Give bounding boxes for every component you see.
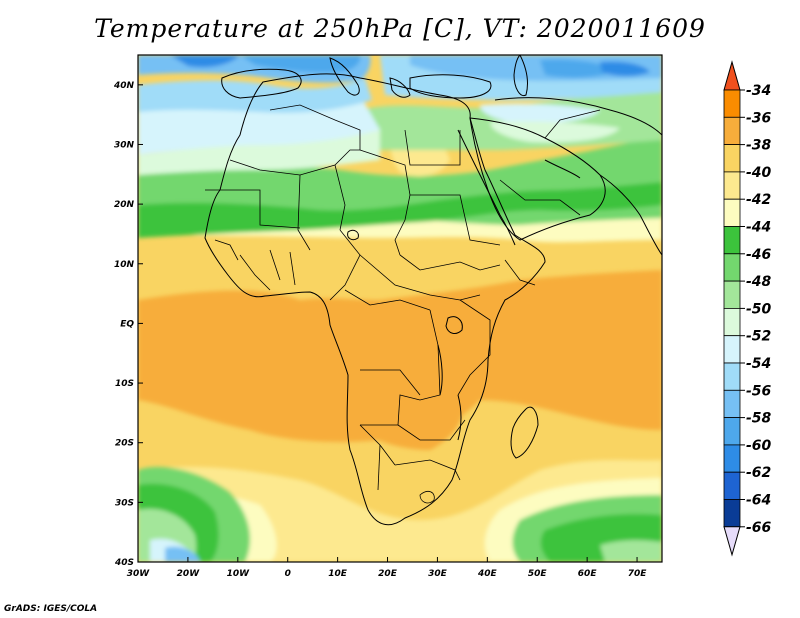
colorbar-swatch <box>723 171 741 200</box>
x-tick-label: 10W <box>227 569 251 579</box>
x-tick-label: 40E <box>477 569 498 579</box>
x-tick-label: 30E <box>428 569 448 579</box>
y-tick-label: 10N <box>114 260 135 270</box>
y-tick-label: EQ <box>120 319 134 329</box>
colorbar-label: -36 <box>746 110 772 126</box>
credit-label: GrADS: IGES/COLA <box>4 604 98 614</box>
x-tick-label: 70E <box>628 569 648 579</box>
colorbar-label: -54 <box>746 356 771 372</box>
colorbar-label: -52 <box>746 329 771 345</box>
colorbar-label: -48 <box>746 274 772 290</box>
colorbar-swatch <box>723 417 741 446</box>
y-tick-label: 30N <box>114 140 135 150</box>
colorbar-swatch <box>723 144 741 173</box>
x-tick-label: 10E <box>328 569 348 579</box>
x-tick-label: 30W <box>127 569 151 579</box>
colorbar-swatch <box>723 89 741 118</box>
colorbar-label: -66 <box>746 520 772 536</box>
colorbar-bottom-arrow <box>723 526 741 557</box>
colorbar-swatch <box>723 499 741 528</box>
y-tick-label: 30S <box>115 498 134 508</box>
colorbar-swatch <box>723 444 741 473</box>
colorbar-swatch <box>723 280 741 309</box>
x-tick-label: 50E <box>528 569 548 579</box>
coastlines <box>204 55 662 526</box>
colorbar-label: -62 <box>746 465 771 481</box>
country-borders <box>205 104 601 504</box>
colorbar-label: -60 <box>746 438 772 454</box>
colorbar-label: -50 <box>746 301 772 317</box>
colorbar-swatch <box>723 307 741 337</box>
colorbar-label: -42 <box>746 192 771 208</box>
colorbar-label: -44 <box>746 220 771 236</box>
colorbar-label: -38 <box>746 138 772 154</box>
colorbar-swatch <box>723 226 741 255</box>
y-tick-label: 40S <box>114 558 134 568</box>
colorbar-swatch <box>723 198 741 227</box>
colorbar-swatch <box>723 335 741 364</box>
colorbar-label: -64 <box>746 493 771 509</box>
colorbar-swatch <box>723 389 741 418</box>
y-tick-label: 10S <box>115 379 134 389</box>
colorbar-label: -34 <box>746 83 771 99</box>
colorbar-swatch <box>723 471 741 500</box>
x-tick-label: 0 <box>285 569 291 579</box>
axis-ticks: 30W 20W 10W 0 10E 20E 30E 40E 50E 60E 70E 40N 30N 20N… <box>113 81 647 579</box>
y-tick-label: 20N <box>114 200 135 210</box>
x-tick-label: 20W <box>177 569 201 579</box>
colorbar-top-arrow <box>723 60 741 91</box>
colorbar-label: -56 <box>746 383 772 399</box>
colorbar-swatch <box>723 362 741 391</box>
colorbar-swatch <box>723 253 741 282</box>
colorbar-label: -40 <box>746 165 772 181</box>
temperature-field <box>138 55 662 562</box>
map-frame <box>137 54 663 563</box>
x-tick-label: 60E <box>578 569 598 579</box>
y-tick-label: 20S <box>115 439 134 449</box>
colorbar-label: -46 <box>746 247 772 263</box>
colorbar-swatch <box>723 116 741 146</box>
colorbar-label: -58 <box>746 411 772 427</box>
x-tick-label: 20E <box>378 569 398 579</box>
colorbar: -34 -36 -38 -40 -42 -44 -46 -48 -50 -52 -54 -56 -58 -… <box>723 60 772 557</box>
map-title: Temperature at 250hPa [C], VT: 202001160… <box>94 14 706 43</box>
y-tick-label: 40N <box>113 81 135 91</box>
